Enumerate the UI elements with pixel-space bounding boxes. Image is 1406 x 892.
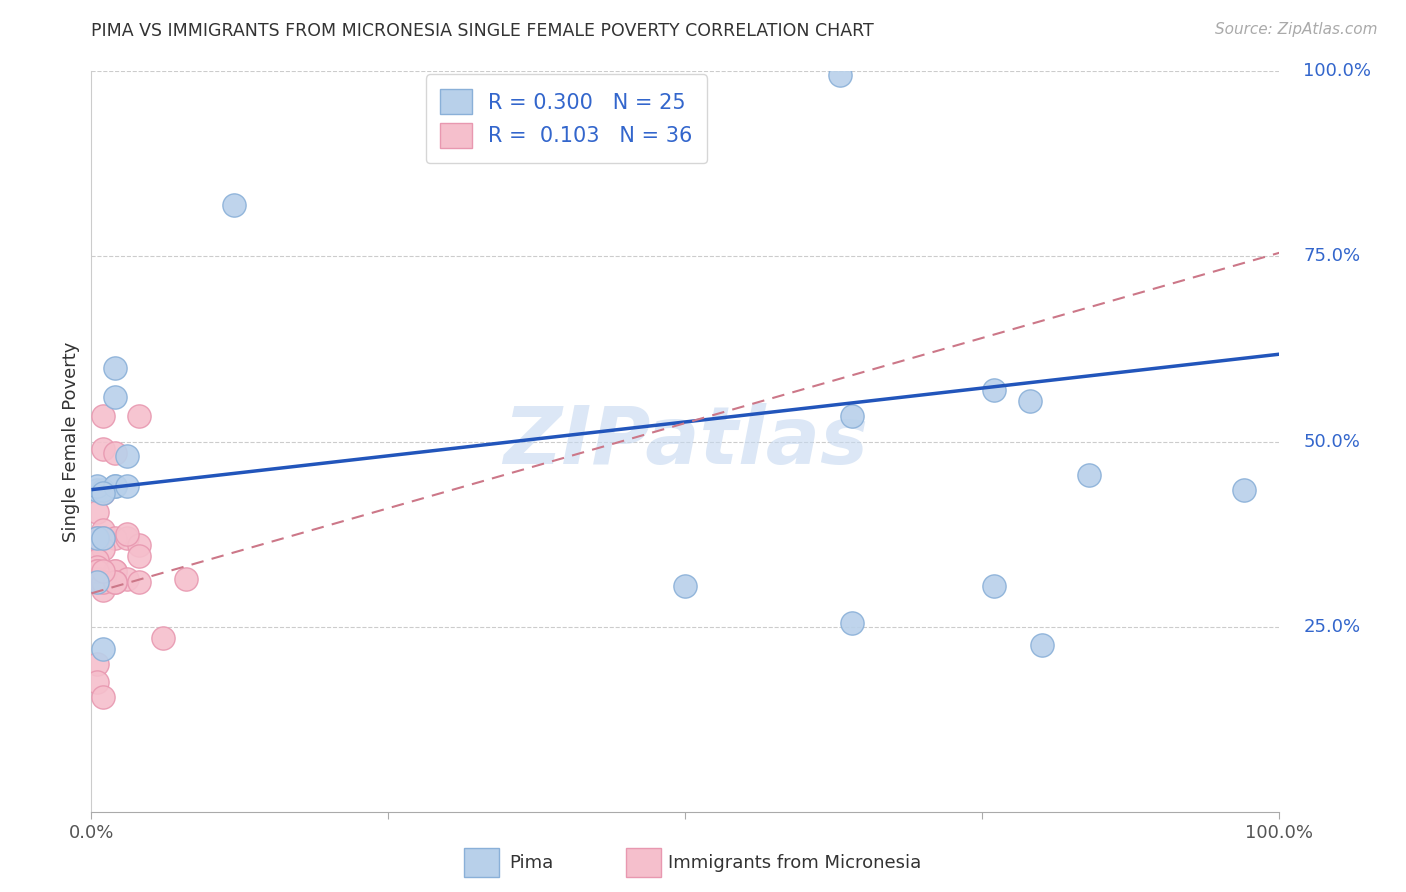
Text: 75.0%: 75.0%: [1303, 247, 1361, 266]
Point: [1031, 638, 1053, 652]
Point: [115, 531, 138, 545]
Point: [86, 531, 108, 545]
Point: [86, 564, 108, 578]
Point: [841, 615, 863, 630]
Point: [91, 582, 114, 597]
Point: [86, 531, 108, 545]
Point: [828, 68, 851, 82]
Text: Source: ZipAtlas.com: Source: ZipAtlas.com: [1215, 22, 1378, 37]
Point: [91, 641, 114, 656]
Point: [104, 390, 127, 404]
Point: [91, 486, 114, 500]
Point: [91, 541, 114, 556]
Point: [86, 564, 108, 578]
Point: [104, 531, 127, 545]
Point: [1078, 467, 1101, 482]
Point: [86, 553, 108, 567]
Point: [104, 564, 127, 578]
Point: [152, 631, 174, 645]
Point: [983, 579, 1005, 593]
Point: [983, 383, 1005, 397]
Text: PIMA VS IMMIGRANTS FROM MICRONESIA SINGLE FEMALE POVERTY CORRELATION CHART: PIMA VS IMMIGRANTS FROM MICRONESIA SINGL…: [91, 22, 875, 40]
Point: [115, 450, 138, 464]
Point: [86, 572, 108, 586]
Point: [86, 657, 108, 671]
Point: [176, 572, 198, 586]
Text: 100.0%: 100.0%: [1303, 62, 1371, 80]
Point: [1019, 393, 1042, 408]
Point: [91, 531, 114, 545]
Point: [128, 549, 150, 564]
Point: [86, 560, 108, 574]
Point: [673, 579, 696, 593]
Point: [1233, 483, 1256, 497]
Point: [91, 575, 114, 590]
Text: 50.0%: 50.0%: [1303, 433, 1360, 450]
Point: [104, 479, 127, 493]
Text: 25.0%: 25.0%: [1303, 617, 1361, 636]
Point: [104, 575, 127, 590]
Point: [91, 690, 114, 704]
Point: [104, 360, 127, 375]
Point: [86, 534, 108, 549]
Point: [104, 575, 127, 590]
Point: [115, 527, 138, 541]
Point: [91, 483, 114, 497]
Point: [104, 479, 127, 493]
Point: [86, 479, 108, 493]
Point: [86, 483, 108, 497]
Point: [128, 409, 150, 423]
Point: [91, 486, 114, 500]
Point: [91, 442, 114, 456]
Point: [86, 505, 108, 519]
Point: [86, 575, 108, 590]
Point: [104, 564, 127, 578]
Point: [104, 445, 127, 459]
Point: [91, 524, 114, 538]
Point: [841, 409, 863, 423]
Point: [222, 197, 245, 211]
Text: Immigrants from Micronesia: Immigrants from Micronesia: [668, 854, 921, 871]
Point: [128, 538, 150, 552]
Y-axis label: Single Female Poverty: Single Female Poverty: [62, 342, 80, 541]
Legend: R = 0.300   N = 25, R =  0.103   N = 36: R = 0.300 N = 25, R = 0.103 N = 36: [426, 74, 707, 162]
Text: ZIPatlas: ZIPatlas: [503, 402, 868, 481]
Text: Pima: Pima: [509, 854, 553, 871]
Point: [91, 409, 114, 423]
Point: [115, 479, 138, 493]
Point: [128, 575, 150, 590]
Point: [115, 572, 138, 586]
Point: [91, 575, 114, 590]
Point: [91, 531, 114, 545]
Point: [91, 564, 114, 578]
Point: [86, 675, 108, 690]
